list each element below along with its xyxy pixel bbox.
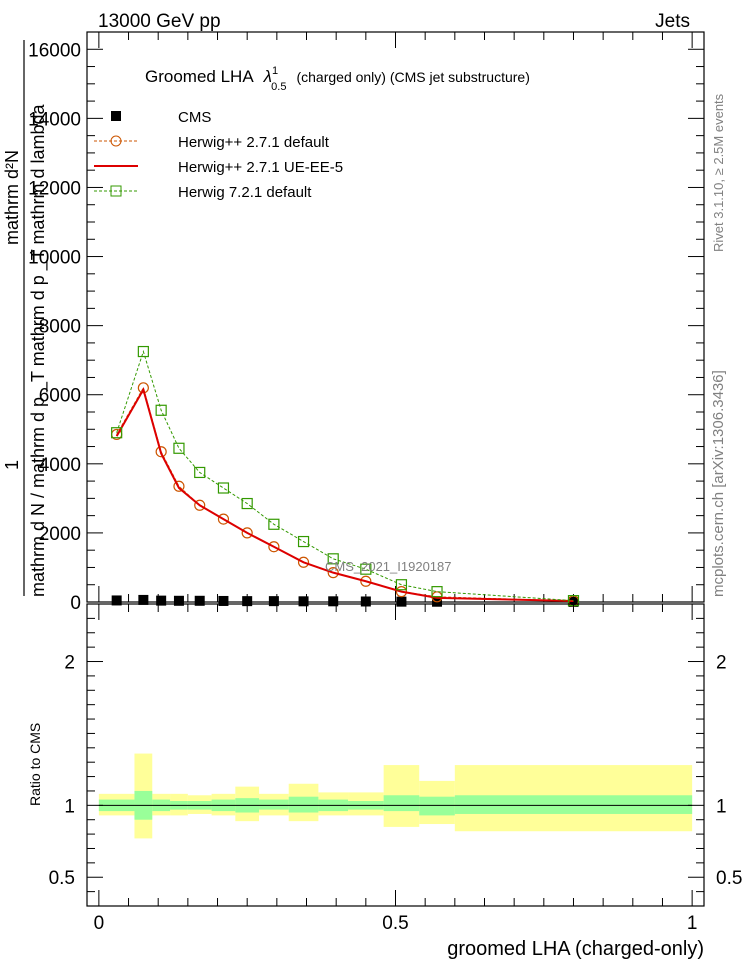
main-series-layer — [111, 345, 580, 607]
point-herwig7 — [297, 535, 310, 548]
point-herwigpp-default — [217, 513, 230, 525]
point-cms — [218, 595, 229, 606]
legend: CMS Herwig++ 2.7.1 default Herwig++ 2.7.… — [94, 109, 343, 201]
point-herwig7 — [137, 345, 149, 358]
legend-label-herwigpp-ueee5: Herwig++ 2.7.1 UE-EE-5 — [178, 159, 343, 176]
x-axis-label: groomed LHA (charged-only) — [447, 938, 704, 960]
legend-label-cms: CMS — [178, 109, 211, 126]
point-herwigpp-default — [268, 541, 280, 553]
ratio-band-inner — [288, 796, 319, 813]
point-herwigpp-default — [297, 556, 310, 568]
point-herwigpp-default — [155, 446, 167, 458]
y-tick-label: 4000 — [39, 455, 81, 476]
point-herwigpp-default — [173, 480, 185, 492]
main-y-label: mathrm d N / mathrm d p _T mathrm d p _T… — [2, 40, 49, 597]
x-tick-label: 1 — [687, 913, 698, 934]
point-herwig7 — [155, 404, 167, 416]
point-herwigpp-default — [241, 527, 253, 539]
analysis-watermark: CMS_2021_I1920187 — [325, 559, 452, 574]
point-herwigpp-default — [360, 575, 372, 587]
point-cms — [173, 595, 184, 606]
legend-marker-herwig7 — [110, 185, 122, 197]
point-cms — [298, 596, 309, 607]
legend-label-herwig7: Herwig 7.2.1 default — [178, 184, 312, 201]
x-tick-label: 0 — [94, 913, 105, 934]
ratio-y-label: Ratio to CMS — [27, 723, 43, 806]
ratio-band-inner — [419, 796, 455, 816]
point-cms — [328, 596, 339, 607]
ratio-band-inner — [454, 795, 693, 814]
point-cms — [568, 596, 579, 607]
point-herwig7 — [327, 553, 339, 565]
point-herwig7 — [173, 442, 185, 454]
y-tick-label: 0 — [70, 593, 81, 614]
ratio-bands — [98, 753, 693, 839]
point-herwig7 — [395, 579, 408, 591]
ratio-y-tick-label-right: 0.5 — [716, 868, 742, 889]
header-right: Jets — [655, 11, 690, 32]
y-tick-label: 2000 — [39, 524, 81, 545]
rivet-label: Rivet 3.1.10, ≥ 2.5M events — [711, 93, 726, 252]
series-line-herwigpp-ueee5 — [115, 386, 574, 602]
y-tick-label: 12000 — [28, 178, 81, 199]
y-tick-label: 6000 — [39, 386, 81, 407]
ratio-plot-frame — [86, 603, 705, 907]
point-cms — [242, 596, 253, 607]
point-herwig7 — [360, 563, 372, 575]
ratio-band-inner — [259, 799, 289, 810]
ratio-band-inner — [383, 795, 420, 812]
y-tick-label: 10000 — [28, 248, 81, 269]
series-line-herwig7 — [116, 349, 574, 602]
point-cms — [268, 596, 279, 607]
ratio-y-tick-label: 1 — [64, 796, 75, 817]
main-plot: 0 2000 4000 6000 8000 10000 12000 14000 16000 — [28, 31, 705, 614]
y-label-numerator: mathrm d²N — [2, 150, 22, 245]
mcplots-label: mcplots.cern.ch [arXiv:1306.3436] — [710, 370, 727, 597]
legend-marker-herwigpp-default — [110, 135, 122, 147]
ratio-y-tick-label-right: 1 — [716, 796, 727, 817]
y-label-top: 1 — [2, 460, 22, 470]
y-tick-label: 16000 — [28, 40, 81, 61]
legend-label-herwigpp-default: Herwig++ 2.7.1 default — [178, 134, 330, 151]
point-herwig7 — [217, 482, 230, 494]
x-tick-label: 0.5 — [382, 913, 408, 934]
point-cms — [194, 595, 205, 606]
plot-title: Groomed LHA λ1 0.5(charged only) (CMS jet … — [145, 65, 530, 93]
ratio-y-tick-label: 2 — [64, 653, 75, 674]
point-cms — [360, 596, 371, 607]
header-left: 13000 GeV pp — [98, 11, 221, 32]
point-herwig7 — [241, 497, 253, 510]
y-tick-label: 8000 — [39, 317, 81, 338]
point-herwigpp-default — [327, 567, 339, 579]
point-herwig7 — [194, 466, 206, 479]
point-herwig7 — [268, 518, 280, 530]
legend-marker-cms — [111, 111, 121, 121]
point-herwig7 — [111, 427, 123, 439]
main-x-ticks — [98, 32, 693, 602]
ratio-y-tick-label-right: 2 — [716, 653, 727, 674]
point-cms — [111, 595, 122, 606]
main-y-axis: 0 2000 4000 6000 8000 10000 12000 14000 16000 — [28, 31, 704, 614]
ratio-x-axis: 0 0.5 1 — [94, 604, 698, 934]
point-cms — [138, 594, 149, 605]
point-herwigpp-default — [194, 499, 206, 511]
point-cms — [156, 595, 167, 606]
y-label-main: mathrm d N / mathrm d p _T mathrm d p _T… — [28, 104, 49, 597]
y-tick-label: 14000 — [28, 109, 81, 130]
point-herwig7 — [431, 586, 443, 598]
ratio-plot: 0.5 0.51 12 2 0 0.5 1 — [49, 603, 742, 934]
ratio-y-axis: 0.5 0.5 1 1 2 2 — [49, 617, 742, 893]
point-cms — [396, 596, 407, 607]
ratio-y-tick-label: 0.5 — [49, 868, 75, 889]
